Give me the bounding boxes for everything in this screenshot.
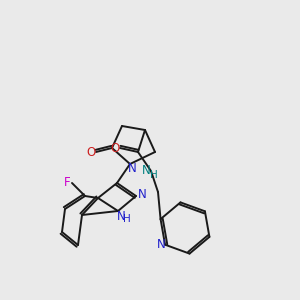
Text: H: H [123, 214, 131, 224]
Text: F: F [64, 176, 70, 190]
Text: N: N [128, 163, 136, 176]
Text: N: N [138, 188, 146, 202]
Text: N: N [117, 209, 125, 223]
Text: H: H [150, 170, 158, 180]
Text: N: N [142, 164, 150, 178]
Text: O: O [110, 142, 120, 154]
Text: N: N [157, 238, 166, 251]
Text: O: O [86, 146, 96, 158]
